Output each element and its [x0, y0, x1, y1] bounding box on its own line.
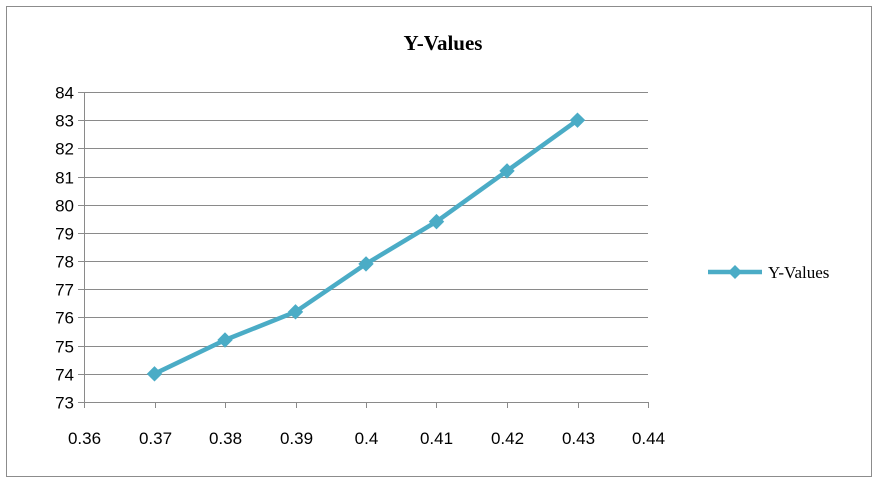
y-tick-label: 84: [55, 84, 74, 103]
legend-label: Y-Values: [768, 263, 829, 282]
x-tick-label: 0.42: [491, 429, 524, 448]
y-tick-label: 81: [55, 169, 74, 188]
data-point-marker: [358, 256, 374, 272]
legend: Y-Values: [708, 263, 829, 282]
data-point-marker: [217, 332, 233, 348]
y-tick-label: 83: [55, 112, 74, 131]
data-point-marker: [146, 366, 163, 382]
y-tick-label: 73: [55, 394, 74, 413]
series-layer: [146, 112, 586, 382]
y-tick-label: 79: [55, 225, 74, 244]
legend-marker-icon: [728, 265, 742, 279]
data-point-marker: [569, 112, 586, 128]
x-tick-label: 0.39: [280, 429, 313, 448]
series-line: [153, 118, 579, 376]
y-tick-label: 77: [55, 281, 74, 300]
y-tick-label: 78: [55, 253, 74, 272]
x-tick-label: 0.36: [68, 429, 101, 448]
y-tick-label: 82: [55, 140, 74, 159]
data-point-marker: [499, 163, 515, 179]
x-tick-label: 0.43: [562, 429, 595, 448]
x-tick-label: 0.44: [632, 429, 665, 448]
y-tick-label: 75: [55, 338, 74, 357]
axes: 73 74 75 76 77 78 79 80 81 82 83 84 0.36 0.37 0.38 0.39…: [55, 84, 665, 449]
y-tick-label: 80: [55, 197, 74, 216]
data-point-marker: [428, 213, 445, 230]
x-tick-label: 0.38: [209, 429, 242, 448]
chart-area: [6, 6, 872, 477]
gridlines: [78, 92, 648, 403]
x-tick-label: 0.37: [139, 429, 172, 448]
x-tick-label: 0.41: [420, 429, 453, 448]
x-tick-label: 0.4: [355, 429, 379, 448]
y-tick-label: 74: [55, 366, 74, 385]
y-tick-label: 76: [55, 309, 74, 328]
chart-title: Y-Values: [404, 31, 483, 55]
data-point-marker: [287, 304, 304, 320]
